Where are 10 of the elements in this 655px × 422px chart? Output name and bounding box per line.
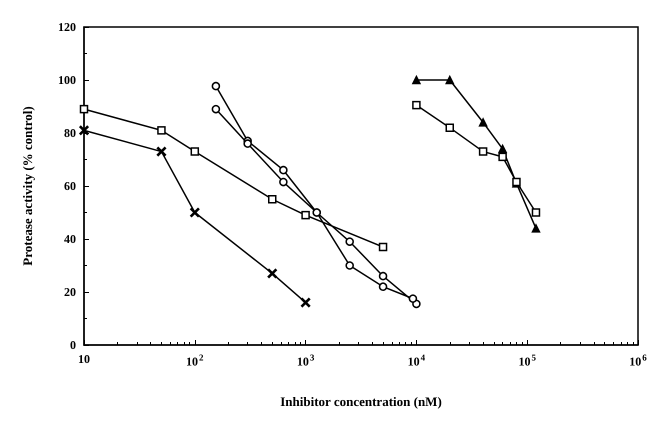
y-tick-label: 100: [58, 73, 76, 87]
y-tick-label: 120: [58, 20, 76, 34]
x-axis-title: Inhibitor concentration (nM): [280, 394, 442, 409]
y-axis-title: Protease activity (% control): [20, 106, 35, 266]
y-tick-label: 40: [64, 232, 76, 246]
y-tick-label: 80: [64, 126, 76, 140]
y-tick-label: 20: [64, 285, 76, 299]
y-tick-label: 60: [64, 179, 76, 193]
x-tick-label: 10: [78, 352, 90, 366]
y-tick-label: 0: [70, 338, 76, 352]
